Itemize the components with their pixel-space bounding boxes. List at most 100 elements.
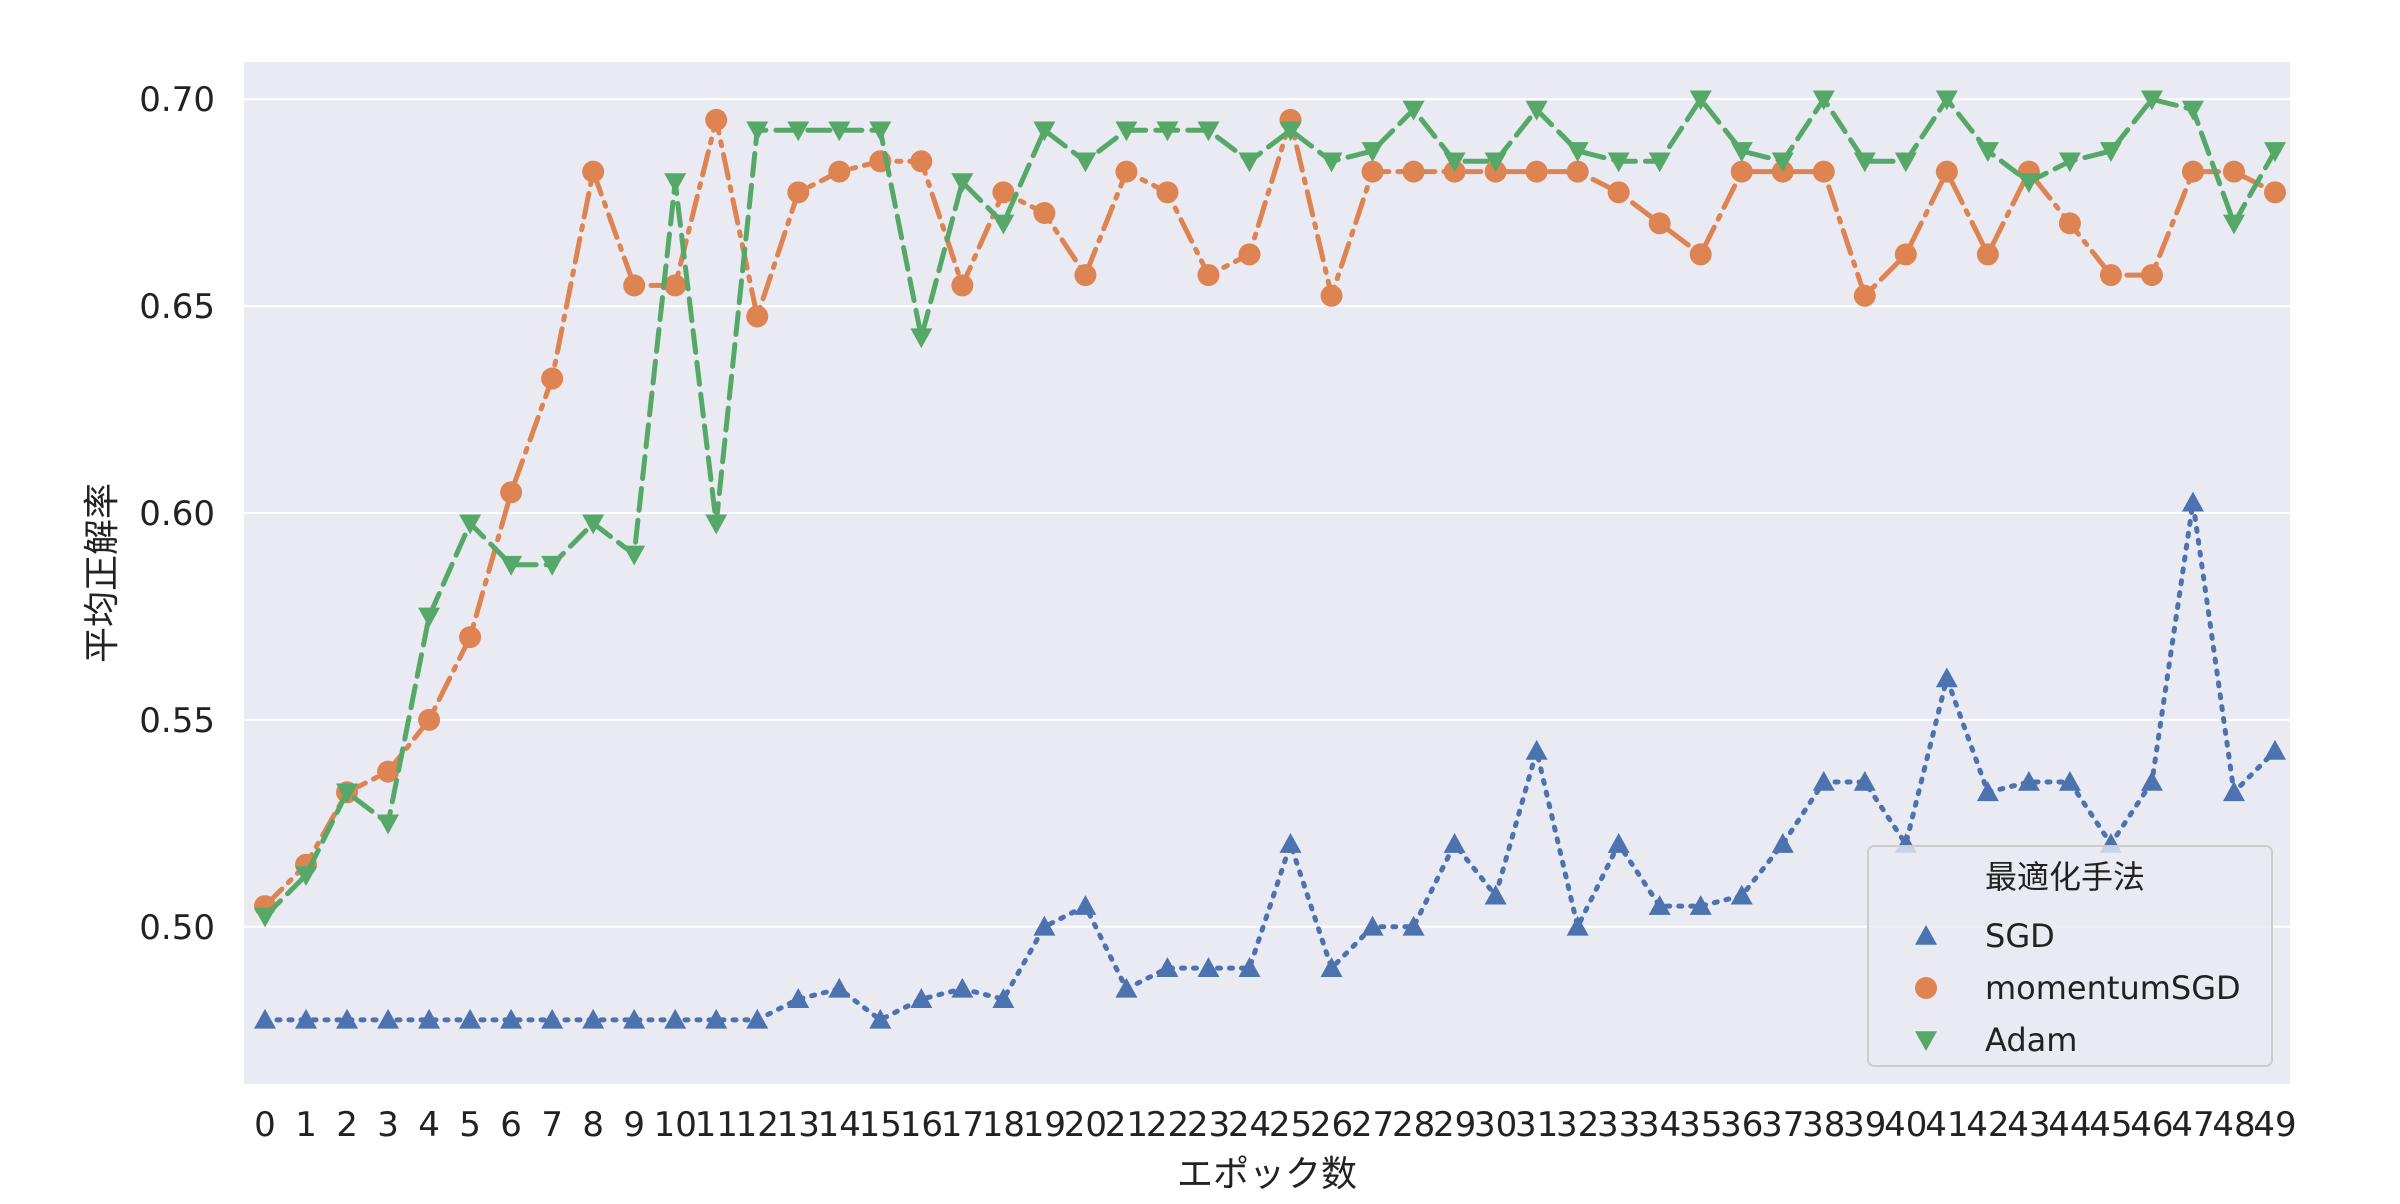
data-point-adam: [869, 121, 892, 142]
data-point-adam: [1443, 152, 1466, 173]
y-tick-label: 0.55: [139, 701, 215, 741]
x-tick-label: 45: [2089, 1105, 2132, 1145]
y-tick-label: 0.60: [139, 494, 215, 534]
data-point-adam: [787, 121, 810, 142]
data-point-adam: [1566, 142, 1589, 162]
x-tick-label: 28: [1392, 1105, 1435, 1145]
legend-title: 最適化手法: [1985, 858, 2145, 896]
x-tick-label: 5: [459, 1105, 481, 1145]
data-point-adam: [1689, 90, 1712, 111]
data-point-adam: [1648, 152, 1671, 173]
data-point-adam: [2181, 100, 2204, 121]
data-point-adam: [828, 121, 851, 142]
data-point-momentumsgd: [418, 708, 441, 731]
data-point-momentumsgd: [1812, 160, 1835, 183]
data-point-adam: [910, 328, 933, 349]
data-point-sgd: [336, 1008, 359, 1029]
data-point-sgd: [2140, 770, 2163, 791]
data-point-sgd: [910, 988, 933, 1008]
x-tick-label: 22: [1146, 1105, 1189, 1145]
data-point-adam: [582, 514, 605, 535]
data-point-sgd: [1566, 915, 1589, 936]
legend-box: [1867, 845, 2273, 1067]
x-tick-label: 34: [1638, 1105, 1681, 1145]
data-point-sgd: [992, 988, 1015, 1008]
data-point-adam: [2264, 142, 2286, 162]
data-point-sgd: [2058, 770, 2081, 791]
x-tick-label: 36: [1720, 1105, 1763, 1145]
data-point-sgd: [377, 1008, 400, 1029]
data-point-sgd: [1320, 957, 1343, 977]
data-point-adam: [951, 173, 974, 193]
y-axis-ticks: 0.50 0.55 0.60 0.65 0.70: [139, 80, 215, 948]
legend: 最適化手法 SGD momentumSGD Adam: [1867, 845, 2273, 1067]
x-tick-label: 41: [1925, 1105, 1968, 1145]
data-point-sgd: [664, 1008, 687, 1029]
data-point-sgd: [1361, 915, 1384, 936]
data-point-adam: [1730, 142, 1753, 162]
series-line-momentumsgd: [262, 117, 2278, 909]
data-point-momentumsgd: [1197, 264, 1220, 287]
data-point-adam: [1484, 152, 1507, 173]
data-point-momentumsgd: [459, 626, 482, 649]
data-point-sgd: [746, 1008, 769, 1029]
series-line-adam: [262, 96, 2278, 919]
data-point-sgd: [1279, 833, 1302, 853]
data-point-sgd: [1443, 833, 1466, 853]
data-point-momentumsgd: [910, 150, 933, 173]
legend-marker-momentumsgd: [1915, 977, 1937, 999]
y-axis-title: 平均正解率: [82, 483, 123, 663]
data-point-adam: [1771, 152, 1794, 173]
x-tick-label: 6: [500, 1105, 522, 1145]
data-point-adam: [1238, 152, 1261, 173]
data-point-sgd: [295, 1008, 318, 1029]
data-point-momentumsgd: [1525, 160, 1548, 183]
x-tick-label: 29: [1433, 1105, 1476, 1145]
data-point-adam: [1976, 142, 1999, 162]
data-point-sgd: [2181, 491, 2204, 512]
y-tick-label: 0.70: [139, 80, 215, 120]
data-point-sgd: [1033, 915, 1056, 936]
x-tick-label: 39: [1843, 1105, 1886, 1145]
x-tick-label: 33: [1597, 1105, 1640, 1145]
data-point-momentumsgd: [1894, 243, 1917, 266]
data-point-adam: [336, 783, 359, 804]
data-point-momentumsgd: [582, 160, 605, 183]
data-point-momentumsgd: [664, 274, 687, 297]
y-tick-label: 0.50: [139, 908, 215, 948]
data-point-adam: [1361, 142, 1384, 162]
data-point-momentumsgd: [2222, 160, 2245, 183]
x-tick-label: 23: [1187, 1105, 1230, 1145]
data-point-adam: [1279, 121, 1302, 142]
data-point-adam: [623, 545, 646, 566]
data-point-sgd: [1115, 977, 1138, 998]
data-point-sgd: [623, 1008, 646, 1029]
data-point-momentumsgd: [1566, 160, 1589, 183]
series-line-sgd: [262, 500, 2278, 1023]
legend-label-adam: Adam: [1985, 1021, 2077, 1059]
data-point-sgd: [1976, 781, 1999, 802]
data-point-adam: [705, 514, 728, 535]
data-point-adam: [2099, 142, 2122, 162]
data-point-momentumsgd: [1976, 243, 1999, 266]
legend-label-sgd: SGD: [1985, 917, 2055, 955]
x-tick-label: 10: [654, 1105, 697, 1145]
x-tick-label: 17: [941, 1105, 984, 1145]
data-point-momentumsgd: [705, 108, 728, 131]
data-point-momentumsgd: [377, 760, 400, 783]
data-point-sgd: [541, 1008, 564, 1029]
data-point-momentumsgd: [951, 274, 974, 297]
data-point-sgd: [1935, 667, 1958, 688]
x-tick-label: 15: [859, 1105, 902, 1145]
data-point-adam: [1320, 152, 1343, 173]
data-point-adam: [2058, 152, 2081, 173]
data-point-sgd: [1689, 895, 1712, 915]
data-point-momentumsgd: [1320, 284, 1343, 307]
data-point-adam: [2017, 173, 2040, 193]
series-momentumsgd: [254, 108, 2286, 918]
data-point-sgd: [1648, 895, 1671, 915]
x-tick-label: 16: [900, 1105, 943, 1145]
data-point-adam: [746, 121, 769, 142]
data-point-sgd: [1525, 739, 1548, 760]
data-point-sgd: [1402, 915, 1425, 936]
